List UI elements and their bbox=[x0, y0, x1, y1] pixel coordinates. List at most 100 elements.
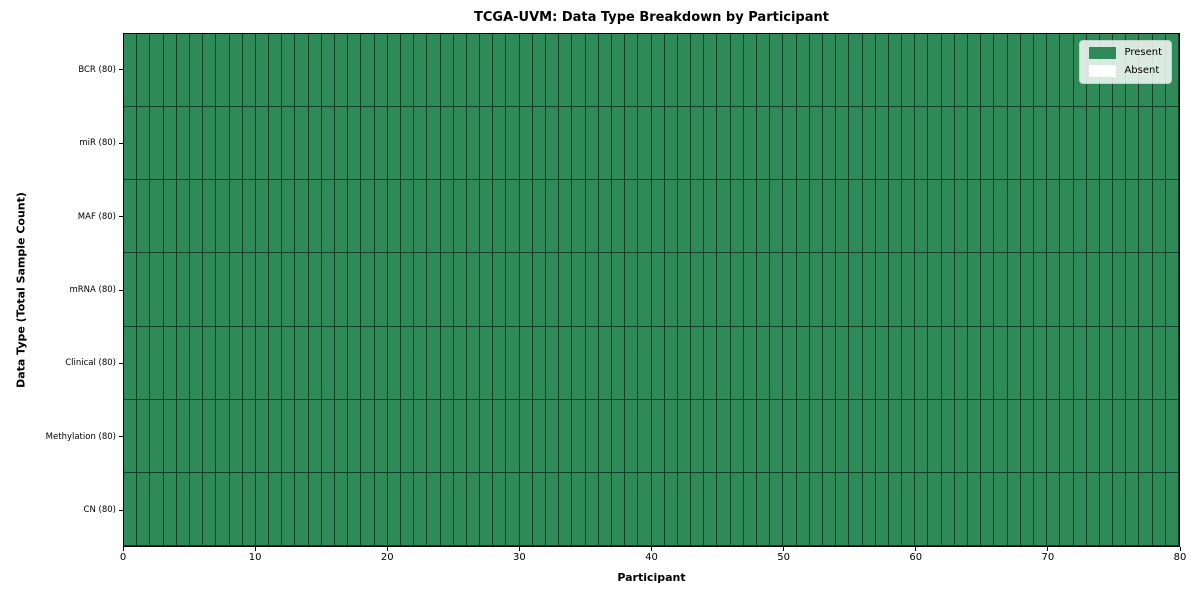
heatmap-cell bbox=[902, 326, 916, 400]
heatmap-cell bbox=[374, 472, 388, 546]
heatmap-cell bbox=[269, 399, 283, 473]
heatmap-cell bbox=[466, 472, 481, 546]
heatmap-cell bbox=[1099, 326, 1114, 400]
heatmap-cell bbox=[453, 472, 467, 546]
heatmap-cell bbox=[493, 399, 507, 473]
x-tick-mark bbox=[386, 547, 388, 551]
heatmap-cell bbox=[836, 253, 850, 327]
heatmap-cell bbox=[1060, 399, 1074, 473]
y-tick-mark bbox=[119, 142, 123, 144]
heatmap-cell bbox=[1152, 399, 1166, 473]
heatmap-cell bbox=[150, 472, 164, 546]
heatmap-cell bbox=[1073, 399, 1087, 473]
heatmap-cell bbox=[1020, 472, 1034, 546]
heatmap-cell bbox=[664, 34, 678, 108]
heatmap-cell bbox=[717, 34, 731, 108]
heatmap-cell bbox=[585, 326, 599, 400]
heatmap-cell bbox=[493, 107, 507, 181]
heatmap-cell bbox=[493, 472, 507, 546]
heatmap-cell bbox=[1099, 180, 1114, 254]
heatmap-cell bbox=[282, 34, 296, 108]
heatmap-cell bbox=[691, 326, 705, 400]
heatmap-cell bbox=[1099, 472, 1114, 546]
heatmap-cell bbox=[1113, 180, 1127, 254]
heatmap-cell bbox=[440, 107, 454, 181]
heatmap-cell bbox=[1047, 34, 1061, 108]
heatmap-cell bbox=[216, 472, 230, 546]
heatmap-cell bbox=[691, 107, 705, 181]
heatmap-cell bbox=[994, 253, 1008, 327]
heatmap-cell bbox=[546, 34, 560, 108]
heatmap-cell bbox=[968, 34, 982, 108]
heatmap-cell bbox=[321, 180, 335, 254]
heatmap-cell bbox=[611, 34, 626, 108]
heatmap-cell bbox=[295, 34, 309, 108]
heatmap-cell bbox=[954, 472, 968, 546]
heatmap-cell bbox=[387, 472, 401, 546]
heatmap-cell bbox=[532, 253, 546, 327]
heatmap-cell bbox=[994, 180, 1008, 254]
heatmap-cell bbox=[1099, 107, 1114, 181]
heatmap-cell bbox=[269, 253, 283, 327]
heatmap-cell bbox=[625, 253, 639, 327]
heatmap-cell bbox=[506, 399, 520, 473]
x-tick-mark bbox=[915, 547, 917, 551]
heatmap-cell bbox=[915, 34, 929, 108]
heatmap-cell bbox=[242, 107, 256, 181]
heatmap-cell bbox=[308, 253, 322, 327]
heatmap-cell bbox=[981, 326, 995, 400]
heatmap-cell bbox=[361, 326, 375, 400]
heatmap-cell bbox=[282, 326, 296, 400]
x-tick-label: 0 bbox=[119, 552, 127, 563]
heatmap-cell bbox=[150, 180, 164, 254]
heatmap-cell bbox=[242, 253, 256, 327]
heatmap-cell bbox=[1113, 253, 1127, 327]
heatmap-cell bbox=[1165, 326, 1179, 400]
heatmap-cell bbox=[770, 399, 784, 473]
heatmap-cell bbox=[519, 180, 533, 254]
heatmap-cell bbox=[862, 399, 876, 473]
heatmap-cell bbox=[1033, 472, 1048, 546]
heatmap-cell bbox=[625, 34, 639, 108]
heatmap-cell bbox=[981, 399, 995, 473]
heatmap-cell bbox=[796, 107, 810, 181]
heatmap-cell bbox=[796, 472, 810, 546]
heatmap-cell bbox=[282, 472, 296, 546]
heatmap-cell bbox=[968, 107, 982, 181]
heatmap-cell bbox=[822, 180, 837, 254]
heatmap-cell bbox=[915, 472, 929, 546]
heatmap-cell bbox=[124, 34, 138, 108]
heatmap-cell bbox=[730, 326, 744, 400]
heatmap-cell bbox=[1165, 472, 1179, 546]
heatmap-cell bbox=[546, 107, 560, 181]
heatmap-cell bbox=[150, 399, 164, 473]
heatmap-cell bbox=[400, 34, 415, 108]
heatmap-cell bbox=[875, 34, 889, 108]
heatmap-cell bbox=[664, 107, 678, 181]
heatmap-cell bbox=[189, 180, 204, 254]
heatmap-cell bbox=[519, 34, 533, 108]
heatmap-cell bbox=[651, 34, 665, 108]
heatmap-cell bbox=[730, 472, 744, 546]
heatmap-cell bbox=[888, 34, 903, 108]
heatmap-cell bbox=[506, 326, 520, 400]
heatmap-cell bbox=[677, 180, 692, 254]
heatmap-cell bbox=[308, 326, 322, 400]
heatmap-cell bbox=[150, 253, 164, 327]
heatmap-cell bbox=[295, 472, 309, 546]
y-tick-label: BCR (80) bbox=[78, 64, 116, 75]
heatmap-cell bbox=[348, 34, 362, 108]
chart-title: TCGA-UVM: Data Type Breakdown by Partici… bbox=[474, 10, 829, 25]
heatmap-cell bbox=[638, 34, 652, 108]
y-tick-mark bbox=[119, 216, 123, 218]
heatmap-cell bbox=[414, 472, 428, 546]
heatmap-cell bbox=[611, 107, 626, 181]
heatmap-cell bbox=[440, 180, 454, 254]
heatmap-cell bbox=[440, 326, 454, 400]
heatmap-cell bbox=[453, 107, 467, 181]
heatmap-cell bbox=[941, 472, 955, 546]
heatmap-cell bbox=[466, 326, 481, 400]
heatmap-cell bbox=[625, 472, 639, 546]
legend-label: Present bbox=[1124, 47, 1162, 58]
heatmap-cell bbox=[189, 399, 204, 473]
